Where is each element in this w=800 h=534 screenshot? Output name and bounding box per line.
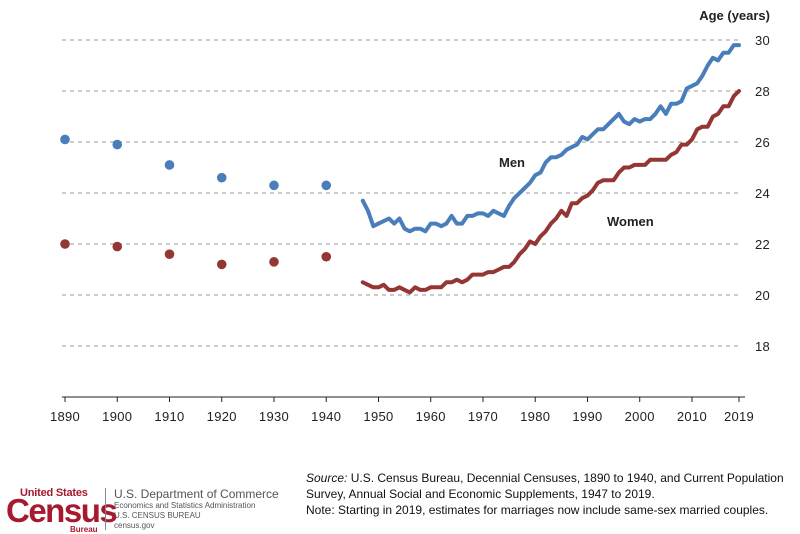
x-tick-label: 1930 bbox=[259, 409, 289, 424]
point-men-1930 bbox=[269, 180, 279, 191]
x-tick-label: 1950 bbox=[363, 409, 393, 424]
x-tick-label: 1900 bbox=[102, 409, 132, 424]
series-label-women: Women bbox=[607, 214, 654, 229]
x-tick-label: 1990 bbox=[572, 409, 602, 424]
source-line-2: Survey, Annual Social and Economic Suppl… bbox=[306, 487, 655, 501]
source-label: Source: bbox=[306, 471, 348, 485]
y-tick-label: 20 bbox=[755, 288, 770, 303]
logo-main-text: Census bbox=[6, 492, 118, 529]
point-men-1890 bbox=[60, 134, 70, 145]
series-label-men: Men bbox=[499, 155, 525, 170]
series-group bbox=[60, 43, 741, 295]
x-tick-label: 1910 bbox=[154, 409, 184, 424]
line-men bbox=[360, 43, 741, 234]
x-tick-label: 1920 bbox=[207, 409, 237, 424]
x-tick-label: 1960 bbox=[416, 409, 446, 424]
department-line-1: Economics and Statistics Administration bbox=[114, 501, 256, 510]
point-women-1920 bbox=[216, 259, 227, 270]
x-tick-label: 2019 bbox=[724, 409, 754, 424]
department-line-2: U.S. CENSUS BUREAU bbox=[114, 511, 201, 520]
department-block: U.S. Department of Commerce Economics an… bbox=[114, 487, 304, 531]
logo-sub-text: Bureau bbox=[70, 525, 98, 534]
y-tick-label: 24 bbox=[755, 186, 770, 201]
x-tick-label: 1940 bbox=[311, 409, 341, 424]
point-women-1910 bbox=[164, 249, 175, 259]
x-tick-label: 1970 bbox=[468, 409, 498, 424]
point-men-1940 bbox=[321, 180, 332, 191]
x-tick-label: 1890 bbox=[50, 409, 80, 424]
source-note: Source: U.S. Census Bureau, Decennial Ce… bbox=[306, 470, 796, 518]
department-name: U.S. Department of Commerce bbox=[114, 487, 279, 501]
y-tick-label: 30 bbox=[755, 33, 770, 48]
y-axis-title: Age (years) bbox=[699, 8, 770, 23]
y-tick-label: 22 bbox=[755, 237, 770, 252]
source-line-1: Source: U.S. Census Bureau, Decennial Ce… bbox=[306, 470, 796, 486]
point-women-1890 bbox=[60, 239, 70, 249]
footer: United States Census Bureau U.S. Departm… bbox=[0, 462, 800, 534]
grid-lines bbox=[62, 39, 738, 347]
point-women-1900 bbox=[112, 241, 123, 252]
point-women-1940 bbox=[321, 251, 332, 262]
x-tick-label: 1980 bbox=[520, 409, 550, 424]
department-line-3: census.gov bbox=[114, 521, 155, 530]
y-tick-label: 28 bbox=[755, 84, 770, 99]
point-women-1930 bbox=[269, 257, 279, 267]
x-axis-ticks: 1890 1900 1910 1920 1930 1940 1950 1960 1970 1980… bbox=[50, 397, 754, 424]
y-tick-label: 18 bbox=[755, 339, 770, 354]
y-tick-label: 26 bbox=[755, 135, 770, 150]
point-men-1910 bbox=[164, 160, 175, 170]
line-women bbox=[360, 89, 741, 295]
x-tick-label: 2010 bbox=[677, 409, 707, 424]
x-tick-label: 2000 bbox=[625, 409, 655, 424]
point-men-1900 bbox=[112, 139, 123, 150]
point-men-1920 bbox=[216, 172, 227, 183]
logo-divider bbox=[105, 488, 106, 530]
logo-top-text: United States bbox=[20, 487, 88, 499]
source-text: U.S. Census Bureau, Decennial Censuses, … bbox=[347, 471, 784, 485]
note-line: Note: Starting in 2019, estimates for ma… bbox=[306, 503, 769, 517]
y-axis-ticks: 18 20 22 24 26 28 30 bbox=[755, 33, 770, 354]
